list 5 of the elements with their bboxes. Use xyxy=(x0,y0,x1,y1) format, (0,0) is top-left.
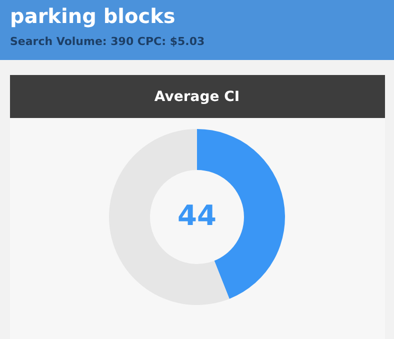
chart-title: parking blocks xyxy=(10,4,176,28)
donut-slice xyxy=(109,129,230,305)
text: Average CI xyxy=(154,89,240,105)
chart-subtitle: Search Volume: 390 CPC: $5.03 xyxy=(10,35,205,48)
data-label: 44 xyxy=(178,199,216,232)
